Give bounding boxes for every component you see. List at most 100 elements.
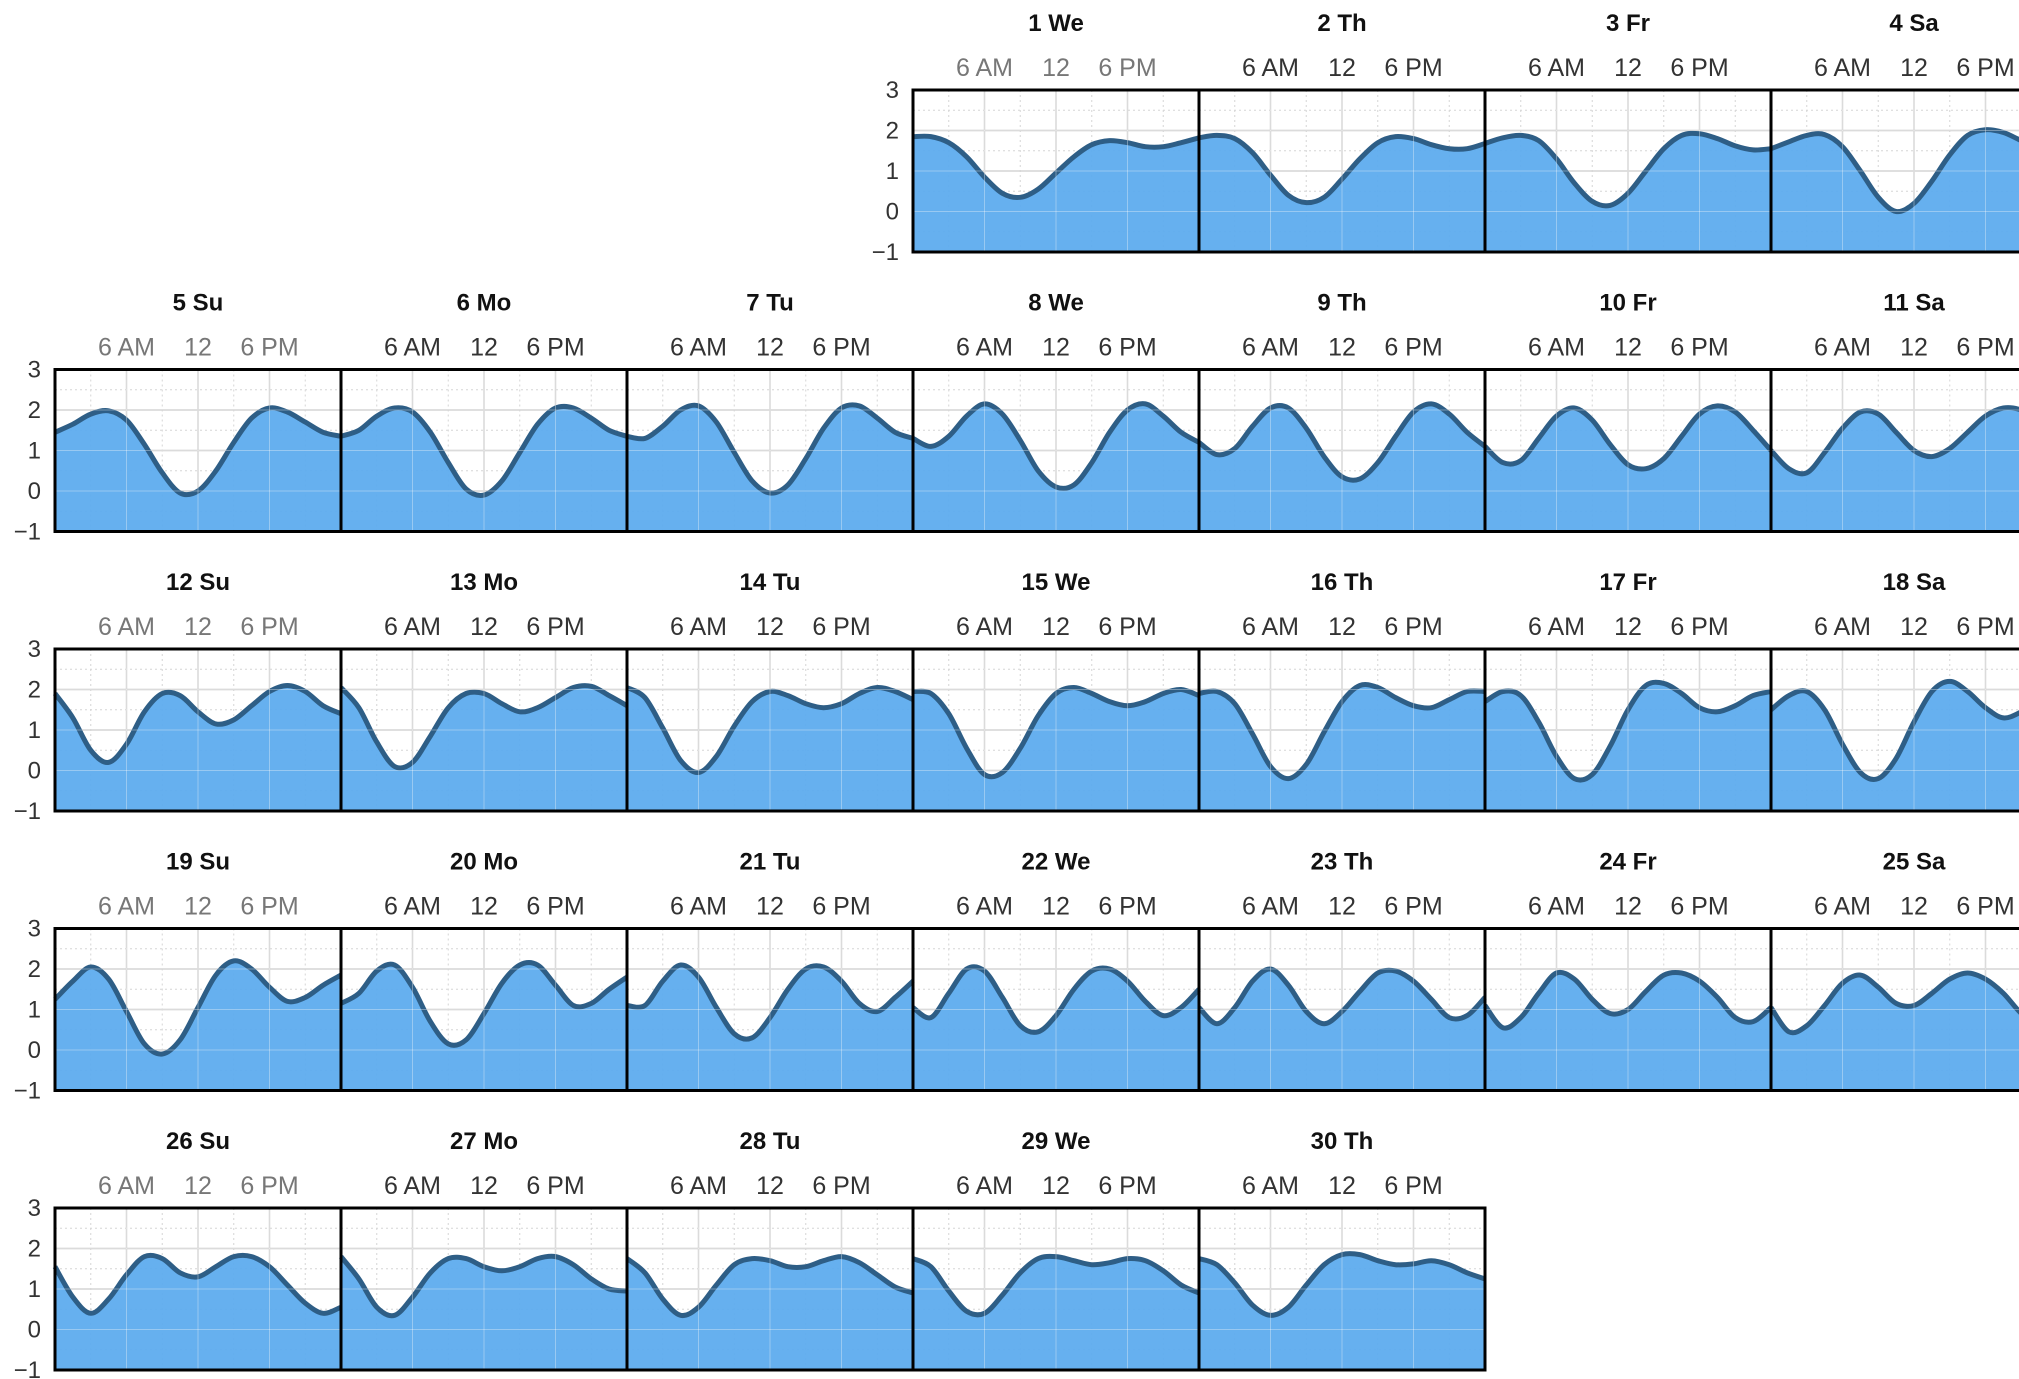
hour-tick-label: 6 PM bbox=[1098, 893, 1156, 921]
tide-line bbox=[1768, 970, 2019, 1036]
hour-tick-label: 6 PM bbox=[240, 334, 298, 362]
y-tick-label: 1 bbox=[28, 717, 41, 744]
hour-tick-label: 6 AM bbox=[384, 893, 441, 921]
tide-line bbox=[625, 1254, 914, 1319]
hour-tick-label: 12 bbox=[1900, 893, 1928, 921]
day-label: 22 We bbox=[1022, 849, 1091, 876]
day-label: 6 Mo bbox=[457, 290, 512, 317]
y-tick-label: −1 bbox=[14, 1357, 41, 1379]
hour-tick-label: 12 bbox=[1614, 334, 1642, 362]
hour-tick-label: 6 AM bbox=[956, 1172, 1013, 1200]
hour-tick-label: 12 bbox=[1328, 613, 1356, 641]
tide-line bbox=[52, 1252, 342, 1316]
hour-tick-label: 12 bbox=[184, 1172, 212, 1200]
tide-area bbox=[1771, 407, 2019, 532]
day-panel: 2 Th 6 AM 12 6 PM bbox=[1197, 10, 1487, 254]
day-label: 13 Mo bbox=[450, 569, 518, 596]
hour-tick-label: 6 AM bbox=[98, 334, 155, 362]
hour-tick-label: 6 AM bbox=[1814, 334, 1871, 362]
day-panel: 12 Su 6 AM 12 6 PM 3 2 1 0 −1 bbox=[14, 569, 343, 825]
hour-tick-label: 12 bbox=[1042, 54, 1070, 82]
hour-tick-label: 6 AM bbox=[1528, 893, 1585, 921]
tide-area bbox=[913, 687, 1199, 811]
tide-area bbox=[627, 964, 913, 1091]
hour-tick-label: 6 PM bbox=[812, 613, 870, 641]
hour-tick-label: 6 PM bbox=[1098, 54, 1156, 82]
y-tick-label: 3 bbox=[28, 1195, 41, 1222]
day-panel: 25 Sa 6 AM 12 6 PM bbox=[1768, 849, 2019, 1092]
day-panel: 19 Su 6 AM 12 6 PM 3 2 1 0 −1 bbox=[14, 849, 343, 1105]
y-tick-label: −1 bbox=[872, 239, 899, 266]
y-tick-label: 1 bbox=[886, 158, 899, 185]
hour-tick-label: 12 bbox=[470, 893, 498, 921]
tide-line bbox=[1769, 405, 2019, 477]
hour-tick-label: 6 PM bbox=[1098, 1172, 1156, 1200]
tide-line bbox=[1198, 682, 1486, 782]
day-label: 29 We bbox=[1022, 1128, 1091, 1155]
day-panel: 22 We 6 AM 12 6 PM bbox=[911, 849, 1201, 1092]
hour-tick-label: 12 bbox=[756, 334, 784, 362]
day-panel-border bbox=[1769, 368, 2019, 533]
tide-line bbox=[1484, 130, 1772, 209]
day-panel: 16 Th 6 AM 12 6 PM bbox=[1197, 569, 1487, 813]
hour-tick-label: 6 PM bbox=[1670, 893, 1728, 921]
tide-line bbox=[911, 401, 1201, 491]
y-tick-label: 2 bbox=[28, 677, 41, 704]
day-panel: 26 Su 6 AM 12 6 PM 3 2 1 0 −1 bbox=[14, 1128, 343, 1379]
day-panel: 13 Mo 6 AM 12 6 PM bbox=[339, 569, 629, 813]
hour-tick-label: 6 PM bbox=[1384, 893, 1442, 921]
y-tick-label: 2 bbox=[28, 397, 41, 424]
tide-line bbox=[1769, 678, 2019, 782]
hour-tick-label: 12 bbox=[184, 613, 212, 641]
day-label: 17 Fr bbox=[1599, 569, 1656, 596]
day-panel: 1 We 6 AM 12 6 PM 3 2 1 0 −1 bbox=[872, 10, 1201, 266]
tide-area bbox=[913, 403, 1199, 532]
day-panel: 14 Tu 6 AM 12 6 PM bbox=[625, 569, 915, 813]
tide-line bbox=[339, 960, 629, 1048]
tide-line bbox=[53, 405, 342, 498]
hour-tick-label: 6 AM bbox=[384, 1172, 441, 1200]
hour-tick-label: 12 bbox=[184, 334, 212, 362]
tide-area bbox=[1485, 682, 1771, 811]
tide-line bbox=[52, 683, 343, 765]
y-tick-label: 0 bbox=[28, 1317, 41, 1344]
tide-area bbox=[1199, 684, 1485, 811]
tide-area bbox=[913, 136, 1199, 252]
hour-tick-label: 12 bbox=[470, 1172, 498, 1200]
hour-tick-label: 12 bbox=[756, 613, 784, 641]
y-tick-label: 1 bbox=[28, 438, 41, 465]
day-panel: 7 Tu 6 AM 12 6 PM bbox=[625, 290, 915, 533]
tide-line bbox=[911, 964, 1201, 1035]
day-label: 28 Tu bbox=[740, 1128, 801, 1155]
hour-tick-label: 6 AM bbox=[1242, 54, 1299, 82]
tide-line bbox=[1483, 679, 1772, 783]
hour-tick-label: 6 AM bbox=[956, 613, 1013, 641]
day-panel: 9 Th 6 AM 12 6 PM bbox=[1197, 290, 1487, 533]
day-label: 5 Su bbox=[173, 290, 224, 317]
day-panel: 23 Th 6 AM 12 6 PM bbox=[1197, 849, 1487, 1092]
tide-line bbox=[1198, 132, 1486, 206]
hour-tick-label: 6 PM bbox=[1670, 54, 1728, 82]
tide-line bbox=[339, 683, 629, 771]
hour-tick-label: 6 PM bbox=[1098, 613, 1156, 641]
tide-area bbox=[913, 966, 1199, 1091]
tide-line bbox=[53, 958, 343, 1057]
y-tick-label: 3 bbox=[28, 636, 41, 663]
tide-area bbox=[627, 687, 913, 811]
day-label: 25 Sa bbox=[1883, 849, 1946, 876]
day-label: 30 Th bbox=[1311, 1128, 1374, 1155]
tide-line bbox=[1770, 127, 2019, 215]
day-panel-border bbox=[1197, 1206, 1487, 1372]
hour-tick-label: 6 AM bbox=[1814, 54, 1871, 82]
day-label: 8 We bbox=[1028, 290, 1084, 317]
y-tick-label: 3 bbox=[886, 77, 899, 104]
hour-tick-label: 6 AM bbox=[384, 613, 441, 641]
y-tick-label: 3 bbox=[28, 916, 41, 943]
day-label: 12 Su bbox=[166, 569, 230, 596]
day-panel-border bbox=[1769, 88, 2019, 254]
y-tick-label: 1 bbox=[28, 997, 41, 1024]
hour-tick-label: 12 bbox=[1900, 334, 1928, 362]
y-tick-label: 0 bbox=[28, 478, 41, 505]
day-panel-border bbox=[1769, 647, 2019, 813]
day-label: 27 Mo bbox=[450, 1128, 518, 1155]
